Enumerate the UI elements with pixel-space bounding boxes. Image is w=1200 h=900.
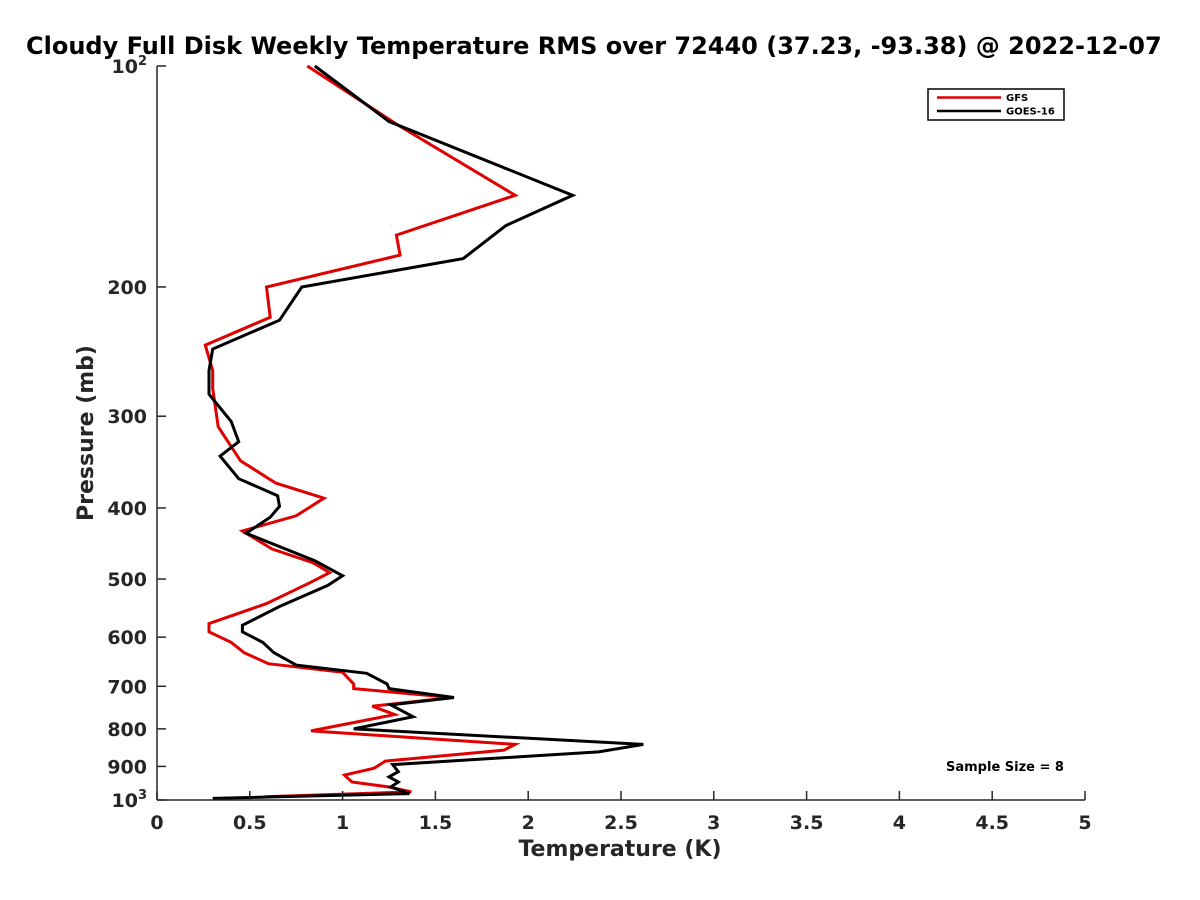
x-tick-label: 4 (893, 812, 906, 834)
x-tick-label: 3.5 (790, 812, 824, 834)
y-tick-label: 800 (107, 719, 147, 741)
legend-label-goes-16: GOES-16 (1006, 107, 1055, 118)
x-tick-label: 2 (522, 812, 535, 834)
x-tick-label: 5 (1078, 812, 1091, 834)
y-tick-label: 500 (107, 569, 147, 591)
y-tick-label: 600 (107, 627, 147, 649)
y-tick-label: 102 (112, 54, 148, 78)
series-line-goes-16 (207, 64, 644, 800)
x-tick-label: 2.5 (604, 812, 638, 834)
x-tick-label: 1.5 (419, 812, 453, 834)
x-tick-label: 3 (707, 812, 720, 834)
x-tick-label: 0.5 (233, 812, 267, 834)
y-tick-label: 300 (107, 406, 147, 428)
y-tick-label: 103 (112, 788, 148, 812)
legend-label-gfs: GFS (1006, 93, 1028, 104)
x-tick-label: 0 (150, 812, 163, 834)
x-axis-label: Temperature (K) (518, 837, 721, 862)
y-tick-label: 900 (107, 756, 147, 778)
series-line-gfs (203, 64, 521, 799)
chart-title: Cloudy Full Disk Weekly Temperature RMS … (26, 32, 1162, 60)
legend: GFS GOES-16 (927, 88, 1065, 121)
sample-size-annotation: Sample Size = 8 (946, 760, 1064, 775)
y-axis-label: Pressure (mb) (74, 345, 99, 521)
x-tick-label: 1 (336, 812, 349, 834)
plot-area: 0 0.5 1 1.5 2 2.5 3 3.5 4 4.5 5 102 200 300 400 500 600 7… (107, 54, 1091, 834)
y-tick-label: 700 (107, 676, 147, 698)
y-tick-label: 400 (107, 498, 147, 520)
legend-box (927, 88, 1065, 121)
y-tick-label: 200 (107, 277, 147, 299)
x-tick-label: 4.5 (975, 812, 1009, 834)
